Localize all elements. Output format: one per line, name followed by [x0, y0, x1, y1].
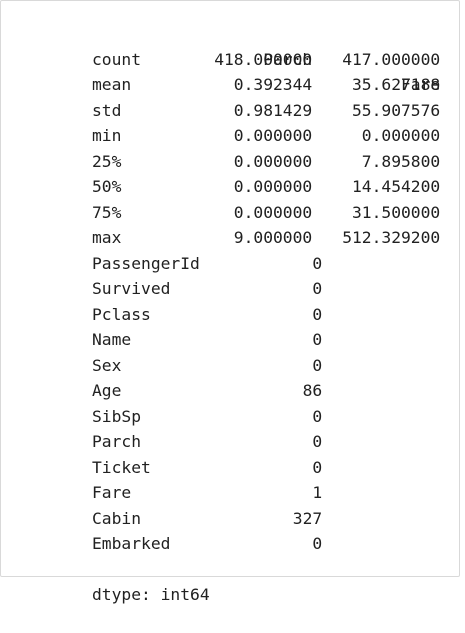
cell-output-text: Parch Fare count 418.000000 417.000000 mean…	[92, 21, 440, 605]
series-row: SibSp 0	[92, 404, 322, 430]
describe-row: std 0.981429 55.907576	[92, 98, 440, 124]
row-label: count	[92, 49, 142, 69]
fare-value: 417.000000	[342, 49, 441, 69]
row-label: min	[92, 126, 122, 145]
series-label: PassengerId	[92, 253, 200, 273]
series-row: Pclass 0	[92, 302, 322, 328]
series-label: Name	[92, 330, 132, 349]
series-row: Survived 0	[92, 276, 322, 302]
series-row: Age 86	[92, 378, 322, 404]
fare-value: 7.895800	[361, 151, 441, 171]
series-value: 0	[312, 457, 323, 477]
series-label: SibSp	[92, 406, 142, 426]
describe-row: mean 0.392344 35.627188	[92, 72, 440, 98]
series-label: Parch	[92, 432, 142, 451]
series-label: Embarked	[92, 534, 171, 553]
series-value: 0	[312, 355, 323, 375]
describe-row: 50% 0.000000 14.454200	[92, 174, 440, 200]
series-label: Sex	[92, 355, 122, 375]
row-label: std	[92, 100, 122, 120]
parch-value: 0.981429	[233, 100, 313, 120]
fare-value: 14.454200	[351, 177, 441, 196]
series-row: PassengerId 0	[92, 251, 322, 277]
series-label: Age	[92, 381, 122, 400]
series-label: Cabin	[92, 508, 142, 528]
row-label: mean	[92, 75, 132, 94]
null-count-series: PassengerId 0 Survived 0 Pclass 0 Name 0 Sex 0 Age…	[92, 251, 322, 557]
series-value: 0	[312, 279, 323, 298]
dtype-row: dtype: int64	[92, 557, 210, 604]
fare-value: 512.329200	[342, 228, 441, 247]
series-value: 0	[312, 534, 323, 553]
series-label: Fare	[92, 483, 132, 502]
series-value: 0	[312, 406, 323, 426]
row-label: max	[92, 228, 122, 247]
parch-value: 0.000000	[233, 151, 313, 171]
describe-table: count 418.000000 417.000000 mean 0.392344 35.…	[92, 47, 440, 251]
describe-row: count 418.000000 417.000000	[92, 47, 440, 73]
parch-value: 0.392344	[233, 75, 313, 94]
series-label: Pclass	[92, 304, 151, 324]
series-row: Ticket 0	[92, 455, 322, 481]
column-header-parch: Parch	[263, 49, 313, 69]
row-label: 50%	[92, 177, 122, 196]
parch-value: 0.000000	[233, 202, 313, 222]
parch-value: 0.000000	[233, 177, 313, 196]
column-header-fare: Fare	[401, 75, 441, 94]
series-value: 327	[292, 508, 323, 528]
series-value: 86	[302, 381, 323, 400]
row-label: 25%	[92, 151, 122, 171]
series-row: Fare 1	[92, 480, 322, 506]
series-row: Embarked 0	[92, 531, 322, 557]
series-value: 0	[312, 304, 323, 324]
series-value: 0	[312, 330, 323, 349]
series-label: Ticket	[92, 457, 151, 477]
describe-row: max 9.000000 512.329200	[92, 225, 440, 251]
output-cell	[0, 0, 460, 577]
series-value: 0	[312, 432, 323, 451]
dtype-label: dtype: int64	[92, 585, 210, 604]
parch-value: 9.000000	[233, 228, 313, 247]
row-label: 75%	[92, 202, 122, 222]
describe-row: 25% 0.000000 7.895800	[92, 149, 440, 175]
series-label: Survived	[92, 279, 171, 298]
fare-value: 0.000000	[361, 126, 441, 145]
series-row: Sex 0	[92, 353, 322, 379]
series-value: 0	[312, 253, 323, 273]
fare-value: 31.500000	[351, 202, 441, 222]
parch-value: 0.000000	[233, 126, 313, 145]
series-row: Name 0	[92, 327, 322, 353]
describe-header-row: Parch Fare	[92, 21, 440, 95]
series-row: Cabin 327	[92, 506, 322, 532]
series-value: 1	[312, 483, 323, 502]
fare-value: 55.907576	[351, 100, 441, 120]
fare-value: 35.627188	[351, 75, 441, 94]
series-row: Parch 0	[92, 429, 322, 455]
describe-row: 75% 0.000000 31.500000	[92, 200, 440, 226]
parch-value: 418.000000	[214, 49, 313, 69]
describe-row: min 0.000000 0.000000	[92, 123, 440, 149]
